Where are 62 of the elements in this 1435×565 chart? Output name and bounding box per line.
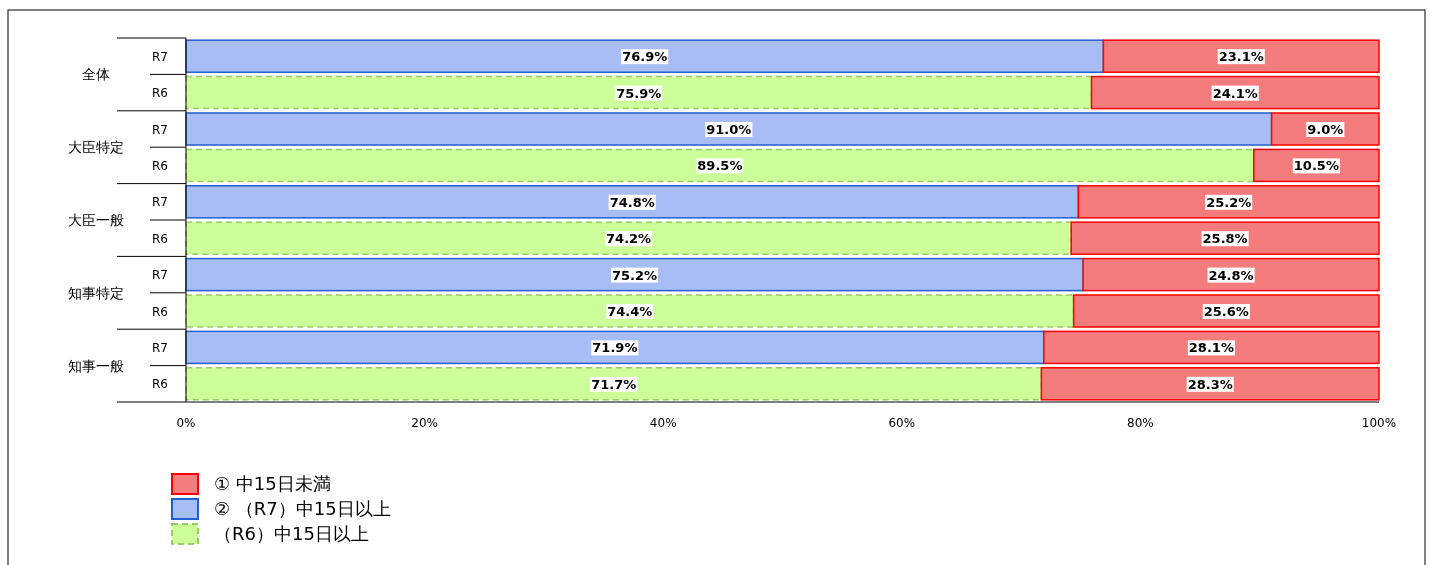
x-tick-label: 0% bbox=[176, 416, 196, 430]
data-label: 74.2% bbox=[606, 231, 652, 247]
data-label: 74.8% bbox=[609, 194, 655, 210]
bar bbox=[185, 221, 1072, 255]
y-tick-label: R6 bbox=[152, 304, 168, 319]
data-label: 24.8% bbox=[1208, 267, 1254, 283]
data-label: 25.2% bbox=[1206, 194, 1252, 210]
text: 大臣一般 bbox=[68, 212, 124, 228]
legend-label: ② （R7）中15日以上 bbox=[214, 498, 391, 519]
x-tick-label: 20% bbox=[411, 416, 438, 430]
bar bbox=[1040, 367, 1380, 401]
y-tick-label: R6 bbox=[152, 158, 168, 173]
bar bbox=[1090, 75, 1380, 110]
bar bbox=[185, 75, 1093, 110]
text: 知事特定 bbox=[68, 284, 124, 301]
data-label: 25.8% bbox=[1202, 231, 1248, 247]
bar bbox=[185, 185, 1080, 219]
data-label: 75.9% bbox=[616, 85, 662, 101]
data-label: 71.9% bbox=[592, 340, 638, 356]
data-label: 9.0% bbox=[1307, 122, 1344, 137]
text: 全体 bbox=[82, 66, 110, 83]
data-label: 76.9% bbox=[622, 49, 668, 65]
bar bbox=[185, 330, 1045, 365]
x-tick-label: 40% bbox=[649, 416, 677, 430]
bar bbox=[1072, 294, 1380, 328]
bar bbox=[185, 294, 1075, 328]
x-tick-label: 60% bbox=[888, 416, 916, 430]
y-tick-label: R7 bbox=[152, 195, 168, 210]
text: 知事一般 bbox=[68, 357, 124, 374]
bar bbox=[1102, 39, 1380, 73]
data-label: 23.1% bbox=[1218, 49, 1264, 65]
text: 大臣特定 bbox=[68, 139, 124, 156]
data-label: 71.7% bbox=[591, 376, 637, 392]
data-label: 91.0% bbox=[706, 122, 752, 137]
y-tick-label: R7 bbox=[152, 340, 168, 355]
y-tick-label: R6 bbox=[152, 86, 168, 101]
bar bbox=[1077, 185, 1380, 219]
y-tick-label: R7 bbox=[152, 49, 168, 64]
data-label: 28.1% bbox=[1188, 340, 1234, 356]
y-tick-label: R7 bbox=[152, 122, 168, 137]
data-label: 28.3% bbox=[1187, 376, 1233, 392]
bar bbox=[185, 39, 1105, 73]
bar bbox=[185, 257, 1084, 292]
legend-label: （R6）中15日以上 bbox=[214, 523, 369, 544]
data-label: 74.4% bbox=[607, 304, 653, 319]
data-label: 24.1% bbox=[1212, 85, 1258, 101]
y-tick-label: R6 bbox=[152, 231, 168, 246]
bar bbox=[185, 148, 1255, 183]
bar bbox=[185, 367, 1043, 401]
x-tick-label: 100% bbox=[1361, 416, 1397, 430]
bar bbox=[1070, 221, 1380, 255]
data-label: 75.2% bbox=[612, 267, 658, 283]
y-tick-label: R7 bbox=[152, 268, 168, 283]
bar bbox=[1043, 330, 1380, 365]
data-label: 10.5% bbox=[1293, 158, 1339, 174]
x-tick-label: 80% bbox=[1127, 416, 1154, 430]
bar bbox=[1082, 257, 1380, 292]
data-label: 89.5% bbox=[697, 158, 743, 174]
bar bbox=[185, 112, 1273, 146]
y-tick-label: R6 bbox=[152, 377, 168, 392]
data-label: 25.6% bbox=[1203, 304, 1249, 319]
legend-label: ① 中15日未満 bbox=[214, 473, 331, 494]
